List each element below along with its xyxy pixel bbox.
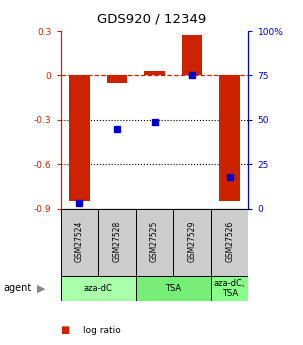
Bar (69, 76, 90, 201)
Text: GSM27526: GSM27526 (225, 220, 234, 262)
Bar (98, 209, 136, 276)
Text: log ratio: log ratio (83, 326, 121, 335)
Text: GSM27528: GSM27528 (112, 220, 122, 262)
Bar (211, 209, 248, 276)
Text: aza-dC: aza-dC (84, 284, 113, 293)
Text: TSA: TSA (165, 284, 181, 293)
Bar (136, 209, 173, 276)
Bar (136, 276, 211, 301)
Bar (211, 276, 248, 301)
Text: GSM27525: GSM27525 (150, 220, 159, 262)
Bar (219, 76, 240, 201)
Text: ▶: ▶ (37, 284, 45, 293)
Bar (107, 76, 127, 83)
Text: ■: ■ (61, 325, 70, 335)
Bar (61, 276, 136, 301)
Text: GSM27524: GSM27524 (75, 220, 84, 262)
Text: agent: agent (3, 284, 31, 293)
Bar (182, 36, 202, 76)
Text: aza-dC,
TSA: aza-dC, TSA (214, 279, 245, 298)
Bar (144, 71, 165, 76)
Text: GDS920 / 12349: GDS920 / 12349 (97, 12, 206, 25)
Text: GSM27529: GSM27529 (188, 220, 197, 262)
Bar (173, 209, 211, 276)
Bar (61, 209, 98, 276)
